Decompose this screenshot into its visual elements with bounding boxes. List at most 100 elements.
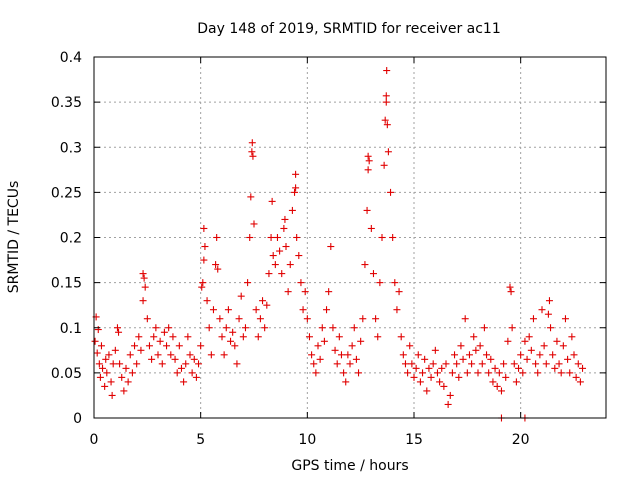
data-point xyxy=(197,342,205,350)
data-point xyxy=(227,337,235,345)
data-point xyxy=(489,378,497,386)
data-point xyxy=(416,378,424,386)
data-point xyxy=(120,387,128,395)
data-point xyxy=(213,234,221,241)
data-point xyxy=(423,387,431,395)
data-point xyxy=(553,337,561,345)
data-point xyxy=(572,373,580,381)
data-point xyxy=(310,360,318,368)
data-point xyxy=(267,234,275,241)
data-point xyxy=(393,306,401,314)
data-point xyxy=(177,364,185,372)
data-point xyxy=(438,364,446,372)
data-point xyxy=(421,355,429,363)
data-point xyxy=(96,373,104,381)
data-point xyxy=(470,333,478,341)
data-point xyxy=(288,206,296,214)
data-point xyxy=(212,261,220,269)
data-point xyxy=(281,215,289,223)
data-point xyxy=(314,342,322,350)
data-point xyxy=(389,234,397,241)
data-point xyxy=(574,360,582,368)
data-point xyxy=(265,270,273,278)
data-point xyxy=(425,364,433,372)
data-point xyxy=(491,364,499,372)
data-point xyxy=(131,342,139,350)
data-point xyxy=(109,360,117,368)
x-tick-label: 15 xyxy=(405,432,423,448)
data-point xyxy=(250,220,258,228)
data-point xyxy=(198,283,206,291)
y-tick-label: 0.1 xyxy=(60,321,82,337)
data-point xyxy=(160,328,168,336)
data-point xyxy=(348,342,356,350)
data-point xyxy=(542,360,550,368)
data-point xyxy=(249,152,257,160)
data-point xyxy=(325,288,333,296)
data-point xyxy=(448,369,456,377)
data-point xyxy=(261,324,269,332)
data-point xyxy=(557,369,565,377)
data-point xyxy=(365,157,373,165)
data-point xyxy=(105,351,113,359)
data-point xyxy=(340,369,348,377)
data-point xyxy=(214,265,222,273)
data-point xyxy=(173,369,181,377)
data-point xyxy=(256,315,264,323)
data-point xyxy=(579,364,587,372)
data-point xyxy=(141,283,149,291)
data-point xyxy=(367,224,375,232)
data-point xyxy=(207,351,215,359)
x-tick-label: 0 xyxy=(90,432,99,448)
data-point xyxy=(295,252,303,260)
data-point xyxy=(175,342,183,350)
data-point xyxy=(493,382,501,390)
data-point xyxy=(429,360,437,368)
data-point xyxy=(376,279,384,287)
data-point xyxy=(357,337,365,345)
data-point xyxy=(195,360,203,368)
data-point xyxy=(156,337,164,345)
data-point xyxy=(391,279,399,287)
data-point xyxy=(335,333,343,341)
data-point xyxy=(222,324,230,332)
data-point xyxy=(229,328,237,336)
data-point xyxy=(525,333,533,341)
data-point xyxy=(231,342,239,350)
data-point xyxy=(320,337,328,345)
data-point xyxy=(364,166,372,174)
data-point xyxy=(517,351,525,359)
data-point xyxy=(436,378,444,386)
data-point xyxy=(544,310,552,318)
data-point xyxy=(361,261,369,269)
data-point xyxy=(564,355,572,363)
data-point xyxy=(184,333,192,341)
x-tick-label: 20 xyxy=(512,432,530,448)
data-point xyxy=(235,315,243,323)
data-point xyxy=(115,328,123,336)
data-point xyxy=(408,360,416,368)
data-point xyxy=(374,333,382,341)
data-point xyxy=(508,324,516,332)
data-point xyxy=(568,333,576,341)
y-tick-label: 0.05 xyxy=(51,366,82,382)
data-point xyxy=(190,355,198,363)
data-point xyxy=(453,360,461,368)
data-point xyxy=(167,351,175,359)
data-point xyxy=(472,346,480,354)
data-point xyxy=(169,333,177,341)
data-point xyxy=(419,369,427,377)
data-point xyxy=(186,351,194,359)
data-point xyxy=(502,373,510,381)
data-point xyxy=(382,98,390,106)
data-point xyxy=(143,315,151,323)
data-point xyxy=(303,315,311,323)
data-point xyxy=(220,351,228,359)
data-point xyxy=(451,351,459,359)
data-point xyxy=(248,148,256,156)
data-point xyxy=(152,324,160,332)
data-point xyxy=(483,351,491,359)
data-point xyxy=(506,283,514,291)
data-point xyxy=(269,252,277,260)
data-point xyxy=(521,337,529,345)
